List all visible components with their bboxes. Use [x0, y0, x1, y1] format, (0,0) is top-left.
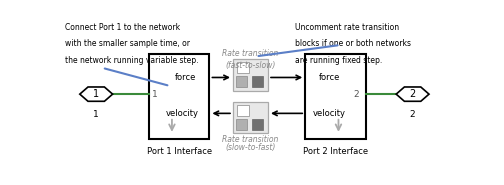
- Text: 1: 1: [152, 90, 158, 99]
- Text: with the smaller sample time, or: with the smaller sample time, or: [65, 39, 190, 48]
- Text: 1: 1: [93, 89, 99, 99]
- Text: Connect Port 1 to the network: Connect Port 1 to the network: [65, 23, 180, 32]
- Text: the network running variable step.: the network running variable step.: [65, 56, 199, 65]
- Text: Rate transition: Rate transition: [222, 49, 279, 58]
- Polygon shape: [80, 87, 112, 101]
- Bar: [237, 105, 249, 116]
- Text: velocity: velocity: [313, 109, 346, 118]
- Bar: [233, 102, 268, 133]
- Text: Uncomment rate transition: Uncomment rate transition: [295, 23, 400, 32]
- Text: Port 2 Interface: Port 2 Interface: [303, 147, 368, 156]
- Text: velocity: velocity: [166, 109, 199, 118]
- Bar: [233, 59, 268, 91]
- Bar: [305, 53, 366, 139]
- Bar: [149, 53, 210, 139]
- Text: are running fixed step.: are running fixed step.: [295, 56, 383, 65]
- Bar: [252, 119, 263, 130]
- Text: 2: 2: [410, 110, 415, 119]
- Text: 2: 2: [353, 90, 359, 99]
- Bar: [252, 76, 263, 88]
- Bar: [236, 76, 247, 88]
- Text: 2: 2: [409, 89, 416, 99]
- Text: 1: 1: [93, 110, 99, 119]
- Text: Rate transition: Rate transition: [222, 135, 279, 144]
- Text: blocks if one or both networks: blocks if one or both networks: [295, 39, 411, 48]
- Text: (slow-to-fast): (slow-to-fast): [225, 143, 276, 152]
- Text: (fast-to-slow): (fast-to-slow): [225, 61, 276, 70]
- Bar: [236, 119, 247, 130]
- Text: force: force: [319, 73, 340, 82]
- Text: Port 1 Interface: Port 1 Interface: [147, 147, 212, 156]
- Bar: [237, 62, 249, 73]
- Text: force: force: [174, 73, 196, 82]
- Polygon shape: [396, 87, 429, 101]
